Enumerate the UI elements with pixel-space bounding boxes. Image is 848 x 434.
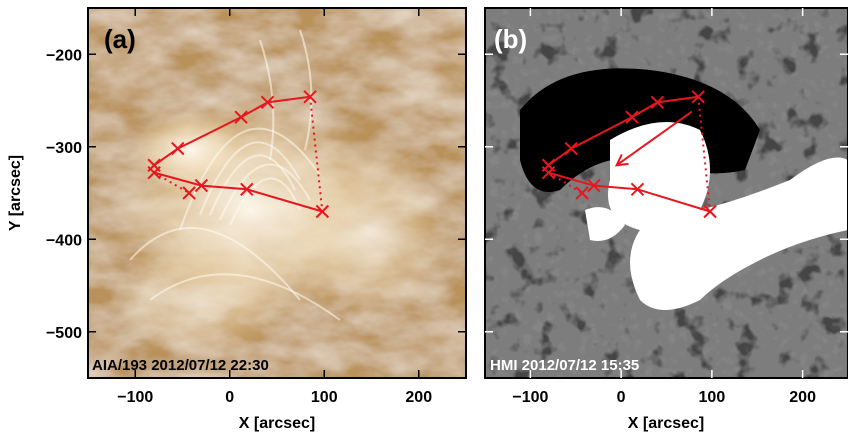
x-marker bbox=[564, 141, 578, 156]
dotted-right-path bbox=[697, 96, 712, 212]
panel-a-label: (a) bbox=[104, 24, 136, 54]
x-marker bbox=[630, 182, 645, 197]
panel-b-ticks: −100 0 100 200 bbox=[485, 8, 848, 406]
x-tick-label: 0 bbox=[225, 389, 234, 406]
panel-a-frame bbox=[87, 7, 467, 379]
x-tick-label: 200 bbox=[405, 389, 432, 406]
panel-b-label: (b) bbox=[494, 24, 527, 54]
panel-a-annotation: AIA/193 2012/07/12 22:30 bbox=[92, 357, 269, 374]
panel-a-overlay bbox=[147, 90, 330, 219]
x-marker bbox=[315, 204, 330, 219]
x-tick-label: 100 bbox=[699, 389, 726, 406]
aia-image bbox=[88, 8, 466, 378]
x-marker bbox=[625, 110, 639, 124]
x-marker bbox=[541, 165, 556, 180]
x-marker bbox=[691, 90, 705, 104]
x-marker bbox=[171, 141, 185, 156]
dotted-left-path bbox=[548, 171, 583, 194]
panel-b-frame bbox=[484, 7, 848, 379]
arrow-shaft bbox=[616, 110, 693, 167]
arrow-head bbox=[614, 154, 629, 167]
lower-path bbox=[548, 171, 711, 213]
ylabel: Y [arcsec] bbox=[7, 155, 24, 231]
x-tick-label: 100 bbox=[311, 389, 338, 406]
hmi-image bbox=[485, 8, 848, 378]
lower-path bbox=[153, 171, 323, 213]
x-tick-label: 0 bbox=[617, 389, 626, 406]
x-marker bbox=[587, 178, 601, 193]
x-marker bbox=[147, 165, 161, 180]
panel-a-ticks: −100 0 100 200 −200 −300 −400 −500 bbox=[46, 8, 466, 406]
panel-b: −100 0 100 200 (b) HMI 2012/07/12 15:35 bbox=[484, 7, 848, 406]
x-marker bbox=[182, 186, 196, 200]
x-tick-label: −100 bbox=[512, 389, 548, 406]
x-marker bbox=[234, 110, 248, 124]
panel-b-overlay bbox=[541, 90, 717, 219]
y-tick-label: −400 bbox=[46, 232, 82, 249]
x-marker bbox=[194, 178, 209, 193]
dotted-left-path bbox=[153, 171, 190, 194]
y-tick-label: −300 bbox=[46, 140, 82, 157]
x-marker bbox=[650, 95, 665, 110]
x-marker bbox=[703, 204, 717, 219]
y-tick-label: −200 bbox=[46, 47, 82, 64]
x-marker bbox=[260, 95, 275, 110]
x-marker bbox=[240, 182, 254, 197]
panel-b-xlabel: X [arcsec] bbox=[628, 415, 705, 432]
panel-b-annotation: HMI 2012/07/12 15:35 bbox=[490, 357, 639, 374]
panel-a: −100 0 100 200 −200 −300 −400 −500 (a) AIA/193 … bbox=[46, 7, 467, 406]
x-tick-label: 200 bbox=[789, 389, 816, 406]
panel-a-xlabel: X [arcsec] bbox=[239, 415, 316, 432]
dotted-right-path bbox=[309, 96, 324, 212]
y-tick-label: −500 bbox=[46, 325, 82, 342]
x-marker bbox=[575, 186, 589, 200]
x-marker bbox=[303, 90, 317, 104]
x-tick-label: −100 bbox=[117, 389, 153, 406]
